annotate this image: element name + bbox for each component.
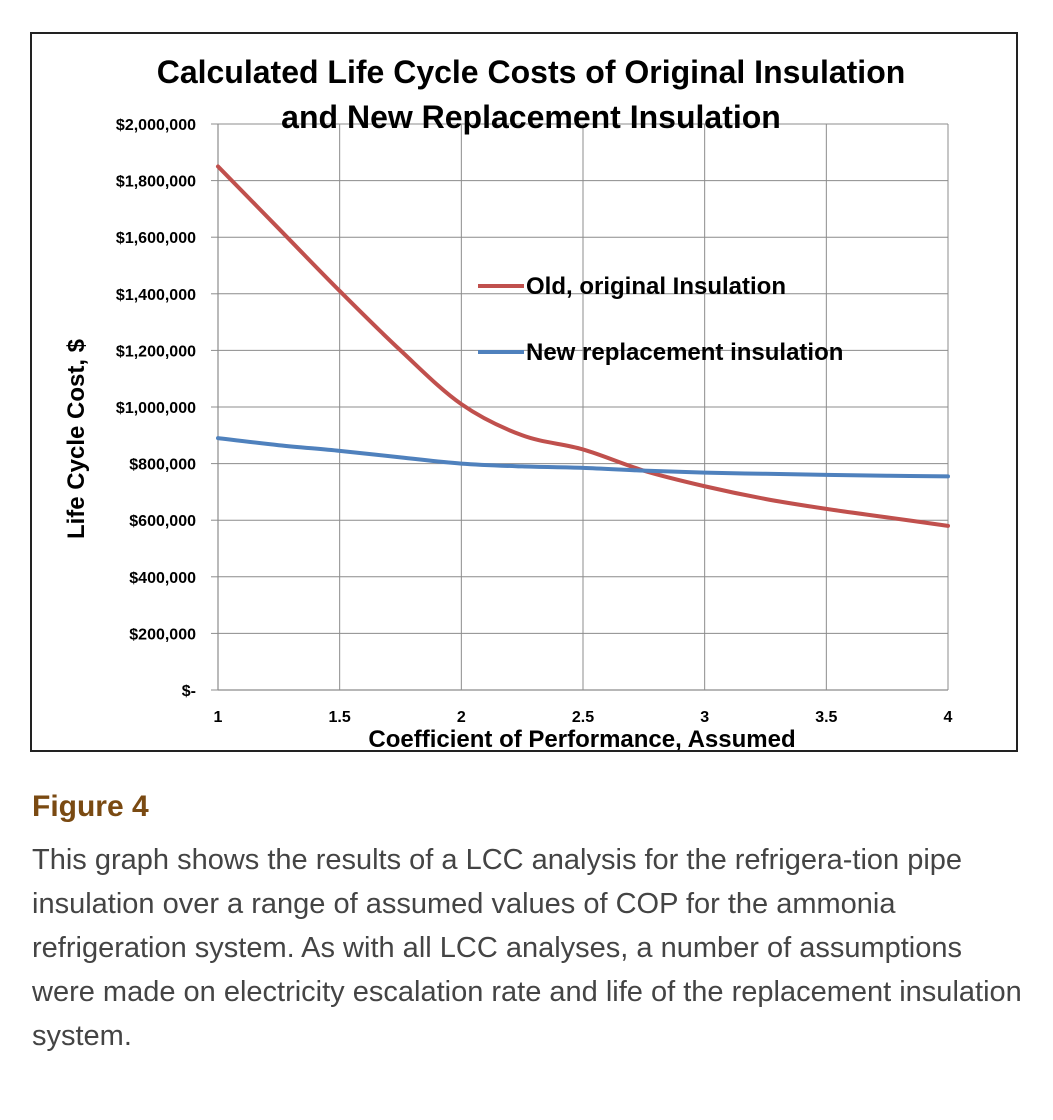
series-lines — [216, 164, 950, 528]
gridlines — [218, 123, 949, 690]
figure-caption-heading: Figure 4 — [32, 790, 149, 823]
y-tick-label: $1,400,000 — [116, 287, 196, 304]
tick-labels: $- $200,000 $400,000 $600,000 $800,000 $1,000… — [116, 117, 953, 726]
y-axis-label: Life Cycle Cost, $ — [63, 338, 90, 539]
x-tick-label: 3 — [700, 709, 709, 726]
y-tick-label: $600,000 — [129, 513, 196, 530]
chart-frame: Calculated Life Cycle Costs of Original … — [30, 32, 1018, 752]
y-tick-label: $1,600,000 — [116, 230, 196, 247]
y-tick-label: $1,800,000 — [116, 174, 196, 191]
legend: Old, original Insulation New replacement … — [478, 273, 843, 366]
legend-label-0: Old, original Insulation — [526, 273, 786, 300]
y-tick-label: $200,000 — [129, 626, 196, 643]
series-line-0 — [216, 164, 950, 528]
figure-caption-body: This graph shows the results of a LCC an… — [32, 844, 1022, 1052]
axes — [211, 123, 948, 691]
chart-title-line-2: and New Replacement Insulation — [281, 99, 781, 135]
y-tick-label: $1,200,000 — [116, 343, 196, 360]
x-tick-label: 2.5 — [572, 709, 594, 726]
x-tick-label: 1.5 — [329, 709, 351, 726]
series-line-1 — [216, 436, 950, 479]
y-tick-label: $- — [182, 683, 196, 700]
x-tick-label: 3.5 — [815, 709, 837, 726]
y-tick-label: $800,000 — [129, 457, 196, 474]
line-chart: Calculated Life Cycle Costs of Original … — [63, 54, 953, 750]
legend-label-1: New replacement insulation — [526, 339, 843, 366]
y-tick-label: $1,000,000 — [116, 400, 196, 417]
x-tick-label: 1 — [214, 709, 223, 726]
x-axis-label: Coefficient of Performance, Assumed — [368, 726, 795, 750]
y-tick-label: $2,000,000 — [116, 117, 196, 134]
y-tick-label: $400,000 — [129, 570, 196, 587]
x-tick-label: 2 — [457, 709, 466, 726]
chart-title-line-1: Calculated Life Cycle Costs of Original … — [157, 54, 906, 90]
x-tick-label: 4 — [944, 709, 953, 726]
